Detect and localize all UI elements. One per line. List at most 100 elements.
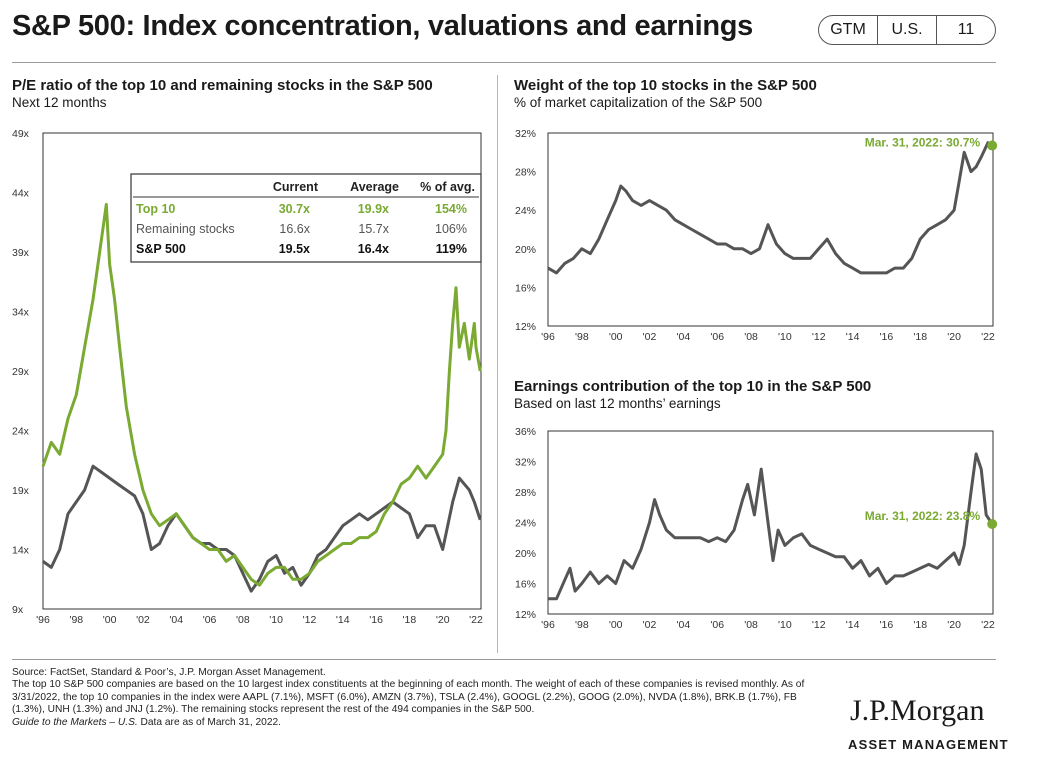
pe-x-tick-label: '16 [369,614,383,626]
table-row-sp500-label: S&P 500 [136,242,186,256]
weight-x-tick-label: '22 [981,331,995,343]
data-date: Data are as of March 31, 2022. [137,716,281,728]
table-row-top10-current: 30.7x [279,202,310,216]
earnings-x-tick-label: '20 [947,619,961,631]
weight-y-tick-label: 20% [515,244,536,256]
vertical-divider [497,75,498,653]
weight-x-tick-label: '20 [947,331,961,343]
earnings-x-tick-label: '18 [913,619,927,631]
badge-page-number: 11 [957,21,975,38]
pe-x-tick-label: '06 [203,614,217,626]
pe-y-tick-label: 9x [12,604,24,616]
table-row-sp500-current: 19.5x [279,242,310,256]
weight-x-tick-label: '18 [913,331,927,343]
table-row-remaining-pct: 106% [435,222,467,236]
pe-y-tick-label: 24x [12,426,30,438]
weight-x-tick-label: '12 [812,331,826,343]
top-divider [12,62,996,63]
pe-series-top-10 [41,202,482,587]
weight-x-tick-label: '96 [541,331,555,343]
earnings-x-tick-label: '16 [880,619,894,631]
pe-x-tick-label: '00 [103,614,117,626]
jpmorgan-logo: J.P.Morgan [850,694,985,727]
weight-x-tick-label: '14 [846,331,860,343]
pe-y-tick-label: 29x [12,366,30,378]
earnings-x-tick-label: '22 [981,619,995,631]
weight-x-tick-label: '08 [744,331,758,343]
badge-region: U.S. [878,16,937,44]
pe-x-tick-label: '02 [136,614,150,626]
weight-annotation: Mar. 31, 2022: 30.7% [865,136,981,150]
pe-x-tick-label: '14 [336,614,350,626]
footnotes: Source: FactSet, Standard & Poor’s, J.P.… [12,667,832,729]
earnings-chart-subtitle: Based on last 12 months’ earnings [514,396,721,411]
table-header-current: Current [273,180,319,194]
earnings-x-tick-label: '96 [541,619,555,631]
earnings-x-tick-label: '02 [643,619,657,631]
pe-y-tick-label: 34x [12,307,30,319]
table-row-top10-label: Top 10 [136,202,175,216]
pe-y-tick-label: 14x [12,545,30,557]
table-row-sp500-pct: 119% [436,242,467,256]
earnings-x-tick-label: '00 [609,619,623,631]
weight-y-tick-label: 16% [515,282,536,294]
pe-x-tick-label: '10 [269,614,283,626]
table-row-remaining-label: Remaining stocks [136,222,235,236]
pe-x-tick-label: '22 [469,614,483,626]
table-row-remaining-current: 16.6x [279,222,310,236]
weight-plot-frame [547,132,994,327]
earnings-y-tick-label: 16% [515,579,536,591]
earnings-y-tick-label: 28% [515,487,536,499]
pe-chart-title: P/E ratio of the top 10 and remaining st… [12,77,433,94]
earnings-chart-title: Earnings contribution of the top 10 in t… [514,378,872,395]
earnings-y-tick-label: 12% [515,609,536,621]
earnings-x-tick-label: '04 [677,619,691,631]
pe-chart-subtitle: Next 12 months [12,95,107,110]
weight-x-tick-label: '04 [677,331,691,343]
earnings-x-tick-label: '98 [575,619,589,631]
pe-x-tick-label: '08 [236,614,250,626]
guide-title: Guide to the Markets – U.S. [12,716,138,728]
weight-y-tick-label: 28% [515,167,536,179]
source-note: Source: FactSet, Standard & Poor’s, J.P.… [12,667,326,678]
earnings-x-tick-label: '06 [710,619,724,631]
earnings-y-tick-label: 20% [515,548,536,560]
weight-x-tick-label: '02 [643,331,657,343]
weight-x-tick-label: '00 [609,331,623,343]
pe-plot-frame [42,132,482,610]
methodology-note: The top 10 S&P 500 companies are based o… [12,679,805,716]
pe-series-remaining-stocks [42,464,482,593]
table-header-pct-of-avg: % of avg. [420,180,475,194]
weight-series-top-10-weight [547,141,994,275]
weight-x-tick-label: '16 [880,331,894,343]
pe-x-tick-label: '18 [403,614,417,626]
weight-y-tick-label: 12% [515,321,536,333]
earnings-annotation: Mar. 31, 2022: 23.8% [865,509,981,523]
earnings-y-tick-label: 32% [515,457,536,469]
weight-chart-subtitle: % of market capitalization of the S&P 50… [514,95,763,110]
earnings-x-tick-label: '08 [744,619,758,631]
weight-latest-point [987,140,998,151]
earnings-y-tick-label: 24% [515,518,536,530]
table-row-top10-average: 19.9x [358,202,389,216]
earnings-latest-point [987,519,998,530]
asset-management-logo: ASSET MANAGEMENT [848,737,1009,752]
gtm-badge: GTM U.S. 11 [818,15,996,45]
weight-y-tick-label: 24% [515,205,536,217]
weight-x-tick-label: '10 [778,331,792,343]
pe-y-tick-label: 44x [12,188,30,200]
table-row-remaining-average: 15.7x [358,222,389,236]
guide-note: Guide to the Markets – U.S. Data are as … [12,717,832,729]
pe-y-tick-label: 19x [12,485,30,497]
badge-gtm: GTM [819,16,878,44]
pe-x-tick-label: '04 [169,614,183,626]
weight-x-tick-label: '98 [575,331,589,343]
table-header-average: Average [350,180,399,194]
earnings-x-tick-label: '10 [778,619,792,631]
bottom-divider [12,659,996,660]
earnings-x-tick-label: '14 [846,619,860,631]
pe-y-tick-label: 49x [12,128,30,140]
weight-chart-title: Weight of the top 10 stocks in the S&P 5… [514,77,817,94]
